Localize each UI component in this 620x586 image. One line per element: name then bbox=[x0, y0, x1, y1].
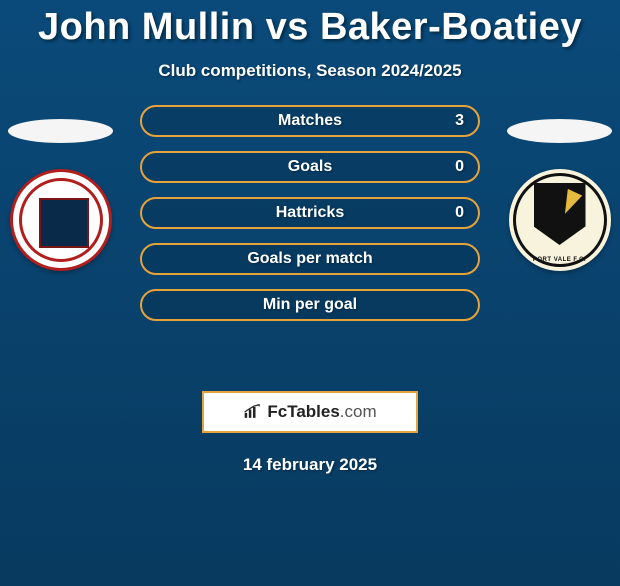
stat-row-matches: Matches 3 bbox=[140, 105, 480, 137]
right-team-badge: PORT VALE F.C. bbox=[509, 169, 611, 271]
stat-row-goals-per-match: Goals per match bbox=[140, 243, 480, 275]
right-player-placeholder bbox=[507, 119, 612, 143]
stat-right-value: 0 bbox=[455, 158, 464, 176]
stat-row-goals: Goals 0 bbox=[140, 151, 480, 183]
left-player-column bbox=[8, 119, 113, 271]
stat-right-value: 0 bbox=[455, 204, 464, 222]
page-title: John Mullin vs Baker-Boatiey bbox=[0, 6, 620, 49]
date-label: 14 february 2025 bbox=[0, 455, 620, 475]
right-player-column: PORT VALE F.C. bbox=[507, 119, 612, 271]
left-player-placeholder bbox=[8, 119, 113, 143]
stat-label: Goals bbox=[288, 158, 332, 176]
comparison-area: PORT VALE F.C. Matches 3 Goals 0 Hattric… bbox=[0, 119, 620, 379]
stat-label: Min per goal bbox=[263, 296, 357, 314]
logo-brand-light: .com bbox=[340, 402, 377, 421]
logo-text: FcTables.com bbox=[267, 402, 376, 422]
stat-right-value: 3 bbox=[455, 112, 464, 130]
stat-row-min-per-goal: Min per goal bbox=[140, 289, 480, 321]
left-team-badge bbox=[10, 169, 112, 271]
logo-brand-bold: FcTables bbox=[267, 402, 339, 421]
stat-label: Goals per match bbox=[247, 250, 372, 268]
stat-rows: Matches 3 Goals 0 Hattricks 0 Goals per … bbox=[140, 105, 480, 321]
chart-icon bbox=[243, 404, 263, 420]
stat-row-hattricks: Hattricks 0 bbox=[140, 197, 480, 229]
site-logo[interactable]: FcTables.com bbox=[202, 391, 418, 433]
stat-label: Hattricks bbox=[276, 204, 344, 222]
stat-label: Matches bbox=[278, 112, 342, 130]
subtitle: Club competitions, Season 2024/2025 bbox=[0, 61, 620, 81]
